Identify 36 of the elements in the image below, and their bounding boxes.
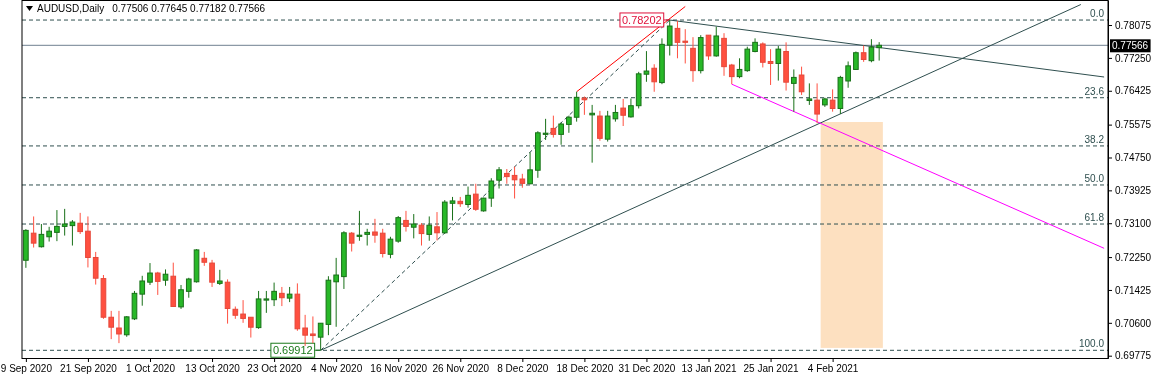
y-tick-label: 0.69775: [1115, 350, 1152, 362]
y-tick-label: 0.78075: [1115, 19, 1152, 31]
x-tick-label: 4 Feb 2021: [807, 363, 859, 375]
chart-title: AUDUSD,Daily: [37, 3, 105, 14]
x-tick-label: 16 Nov 2020: [370, 363, 428, 375]
y-tick-label: 0.74750: [1115, 152, 1152, 164]
x-tick-label: 18 Dec 2020: [556, 363, 614, 375]
y-tick-label: 0.73925: [1115, 185, 1152, 197]
annotation: 38.2: [1084, 133, 1105, 145]
x-tick-label: 4 Nov 2020: [311, 363, 363, 375]
y-tick-label: 0.76425: [1115, 85, 1152, 97]
ref-line-label: 0.77566: [1112, 40, 1149, 52]
annotation: 50.0: [1084, 172, 1105, 184]
x-tick-label: 23 Oct 2020: [247, 363, 303, 375]
x-tick-label: 21 Sep 2020: [60, 363, 118, 375]
y-tick-label: 0.77250: [1115, 52, 1152, 64]
y-tick-label: 0.71425: [1115, 284, 1152, 296]
annotation: 0.0: [1090, 8, 1105, 20]
y-tick-label: 0.70600: [1115, 317, 1152, 329]
y-tick-label: 0.72250: [1115, 251, 1152, 263]
y-tick-label: 0.73100: [1115, 217, 1152, 229]
annotation: 0.78202: [621, 13, 662, 26]
annotation: 61.8: [1084, 212, 1105, 224]
chart-subtitle: 0.77506 0.77645 0.77182 0.77566: [112, 3, 266, 14]
x-tick-label: 9 Sep 2020: [0, 363, 53, 375]
annotation: 0.69912: [272, 344, 313, 357]
y-tick-label: 0.75575: [1115, 119, 1152, 131]
x-tick-label: 8 Dec 2020: [497, 363, 549, 375]
x-tick-label: 13 Oct 2020: [185, 363, 241, 375]
x-tick-label: 1 Oct 2020: [126, 363, 176, 375]
x-tick-label: 31 Dec 2020: [618, 363, 676, 375]
annotation: 100.0: [1078, 338, 1105, 350]
x-tick-label: 26 Nov 2020: [432, 363, 490, 375]
x-tick-label: 25 Jan 2021: [743, 363, 800, 375]
x-tick-label: 13 Jan 2021: [681, 363, 737, 375]
annotation: 23.6: [1084, 85, 1105, 97]
